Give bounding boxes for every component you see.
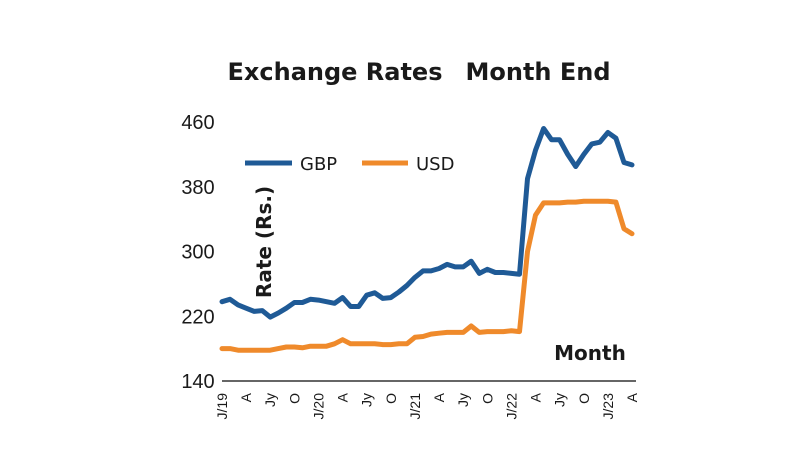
y-axis-label: Rate (Rs.) bbox=[252, 186, 276, 298]
x-tick-label: J/21 bbox=[407, 393, 423, 420]
x-tick-label: O bbox=[286, 393, 302, 404]
y-tick-label: 380 bbox=[181, 177, 214, 199]
x-tick-label: J/22 bbox=[503, 393, 519, 420]
legend-label-gbp: GBP bbox=[300, 154, 337, 175]
y-tick-label: 220 bbox=[181, 306, 214, 328]
x-tick-label: O bbox=[383, 393, 399, 404]
x-axis-label: Month bbox=[554, 341, 626, 365]
x-tick-label: O bbox=[576, 393, 592, 404]
series-lines bbox=[219, 126, 635, 353]
x-tick-label: A bbox=[335, 392, 351, 402]
chart-title: Exchange Rates bbox=[228, 58, 443, 86]
x-tick-label: A bbox=[624, 392, 640, 402]
series-line-usd bbox=[219, 198, 635, 353]
x-tick-label: O bbox=[479, 393, 495, 404]
x-tick-label: J/23 bbox=[600, 393, 616, 420]
x-axis-ticks: J/19 A Jy O J/20 A Jy O J/21 A Jy O J/22 A Jy O J/23 A bbox=[214, 392, 640, 419]
x-tick-label: J/19 bbox=[214, 393, 230, 420]
x-tick-label: Jy bbox=[262, 393, 278, 407]
chart-subtitle: Month End bbox=[465, 58, 610, 86]
y-tick-label: 300 bbox=[181, 242, 214, 264]
y-axis-ticks: 140 220 300 380 460 bbox=[181, 112, 214, 393]
y-tick-label: 140 bbox=[181, 371, 214, 393]
series-line-gbp bbox=[219, 126, 635, 320]
x-tick-label: A bbox=[431, 392, 447, 402]
x-tick-label: Jy bbox=[359, 393, 375, 407]
x-tick-label: A bbox=[528, 392, 544, 402]
legend: GBP USD bbox=[245, 154, 454, 175]
legend-label-usd: USD bbox=[416, 154, 454, 175]
y-tick-label: 460 bbox=[181, 112, 214, 134]
x-tick-label: Jy bbox=[455, 393, 471, 407]
x-tick-label: J/20 bbox=[310, 393, 326, 420]
x-tick-label: A bbox=[238, 392, 254, 402]
x-tick-label: Jy bbox=[552, 393, 568, 407]
